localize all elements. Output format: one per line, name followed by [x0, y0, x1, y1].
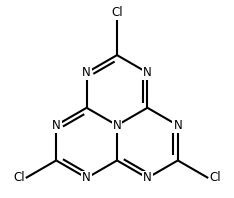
Text: N: N: [143, 171, 152, 185]
Text: N: N: [173, 119, 182, 132]
Text: N: N: [113, 119, 121, 132]
Text: Cl: Cl: [111, 6, 123, 19]
Text: N: N: [82, 171, 91, 185]
Text: N: N: [52, 119, 61, 132]
Text: Cl: Cl: [13, 171, 25, 185]
Text: N: N: [143, 66, 152, 79]
Text: N: N: [82, 66, 91, 79]
Text: Cl: Cl: [209, 171, 221, 185]
